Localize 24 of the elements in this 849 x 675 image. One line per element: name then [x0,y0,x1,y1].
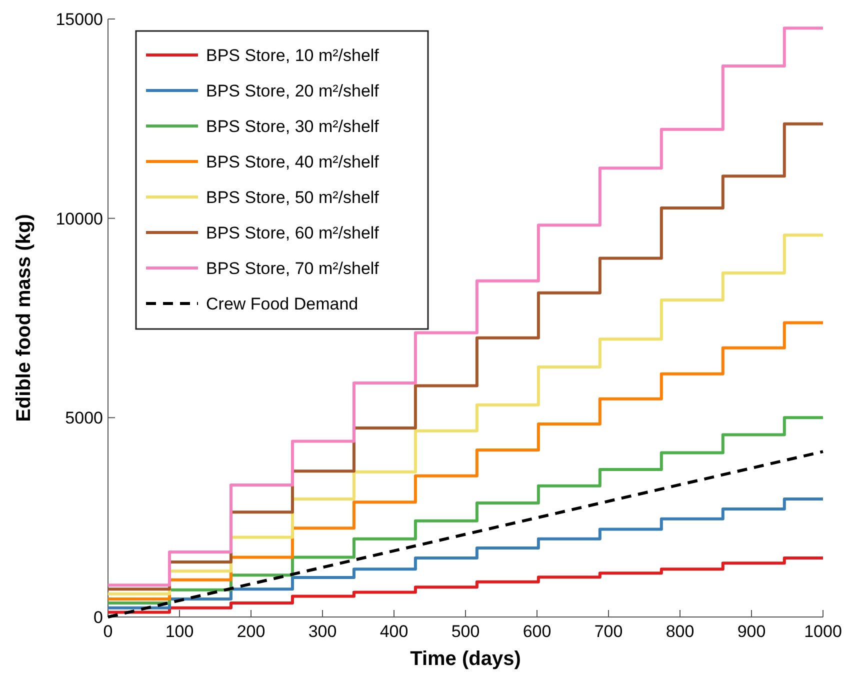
x-tick-label: 600 [522,622,552,641]
y-tick-label: 10000 [56,209,103,228]
legend-label: BPS Store, 70 m²/shelf [206,258,380,278]
legend-label: BPS Store, 40 m²/shelf [206,152,380,172]
x-tick-label: 300 [308,622,337,641]
x-tick-label: 700 [594,622,623,641]
x-tick-label: 800 [666,622,694,641]
y-axis-title: Edible food mass (kg) [13,214,35,422]
legend-label: BPS Store, 10 m²/shelf [206,46,380,65]
x-tick-label: 200 [236,622,266,641]
x-axis-title: Time (days) [410,648,521,670]
x-tick-label: 400 [380,622,408,641]
y-tick-label: 0 [94,608,103,627]
legend-label: BPS Store, 20 m²/shelf [206,81,380,100]
y-tick-label: 15000 [56,10,103,29]
x-tick-label: 100 [165,622,194,641]
x-tick-label: 900 [737,622,766,641]
x-tick-label: 500 [451,622,480,641]
legend-label: BPS Store, 30 m²/shelf [206,116,380,136]
legend-label: BPS Store, 50 m²/shelf [206,188,380,207]
legend-label: BPS Store, 60 m²/shelf [206,223,380,242]
legend-label: Crew Food Demand [206,294,358,314]
x-tick-label: 1000 [804,622,842,641]
y-tick-label: 5000 [65,408,103,428]
